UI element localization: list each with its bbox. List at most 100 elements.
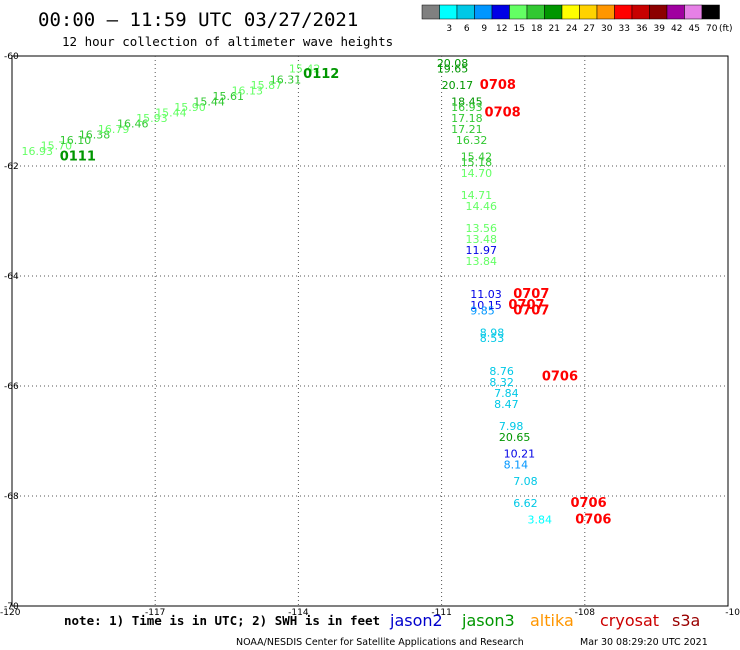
color-swatch-label: 39 [654, 24, 666, 34]
wave-height-value: 13.48 [465, 233, 497, 246]
color-swatch-label: 33 [619, 24, 630, 34]
color-swatch [474, 4, 493, 20]
wave-height-value: 15.87 [251, 79, 283, 92]
color-swatch [509, 4, 528, 20]
color-swatch-label: 30 [601, 24, 613, 34]
color-swatch [456, 4, 475, 20]
wave-height-value: 14.46 [465, 200, 497, 213]
wave-height-value: 16.93 [22, 145, 54, 158]
wave-height-value: 8.32 [489, 376, 514, 389]
wave-height-value: 15.42 [289, 63, 321, 76]
pass-time-label: 0707 [513, 304, 549, 319]
footer-note: note: 1) Time is in UTC; 2) SWH is in fe… [64, 613, 380, 628]
y-tick-label: -64 [4, 272, 19, 282]
color-swatch-label: 21 [549, 24, 560, 34]
wave-height-value: 16.10 [60, 134, 92, 147]
color-swatch [701, 4, 720, 20]
color-swatch [526, 4, 545, 20]
wave-height-value: 11.03 [470, 288, 502, 301]
y-axis-tick-labels: -60 -62 -64 -66 -68 -70 [4, 52, 19, 612]
wave-height-value: 20.65 [499, 431, 531, 444]
wave-height-value: 14.71 [461, 189, 493, 202]
wave-height-value: 9.85 [470, 305, 495, 318]
x-tick-label: -108 [575, 608, 596, 618]
color-swatch-label: 27 [584, 24, 595, 34]
satellite-legend-item: cryosat [600, 611, 659, 630]
wave-height-value: 19.65 [437, 63, 469, 76]
wave-height-value: 8.14 [504, 459, 529, 472]
wave-height-value: 15.42 [461, 151, 493, 164]
wave-height-value: 15.90 [174, 101, 206, 114]
x-tick-label: -117 [145, 608, 165, 618]
satellite-legend-item: jason3 [461, 611, 515, 630]
chart-subtitle: 12 hour collection of altimeter wave hei… [62, 34, 393, 49]
satellite-legend-item: jason2 [389, 611, 443, 630]
color-swatch-label: 12 [496, 24, 507, 34]
color-swatch-label: 45 [689, 24, 700, 34]
wave-height-value: 6.62 [513, 497, 538, 510]
satellite-legend: jason2 jason3 altika cryosat s3a [389, 611, 700, 630]
x-tick-label: -10 [725, 608, 740, 618]
color-swatch-label: 3 [446, 24, 452, 34]
wave-height-value: 7.84 [494, 387, 519, 400]
color-swatch-label: 36 [636, 24, 648, 34]
satellite-legend-item: s3a [672, 611, 700, 630]
color-swatch [596, 4, 615, 20]
color-swatch [544, 4, 563, 20]
wave-height-value: 16.46 [117, 118, 149, 131]
y-tick-label: -62 [4, 162, 19, 172]
wave-height-value: 16.79 [98, 123, 130, 136]
wave-height-value: 7.98 [499, 420, 524, 433]
color-swatch [491, 4, 510, 20]
color-swatch-label: 9 [481, 24, 487, 34]
color-swatch [579, 4, 598, 20]
wave-height-value: 16.31 [270, 74, 302, 87]
wave-height-value: 13.56 [465, 222, 497, 235]
wave-height-value: 15.61 [212, 90, 244, 103]
color-swatch-label: 24 [566, 24, 578, 34]
x-tick-label: -111 [431, 608, 451, 618]
wave-height-value: 8.98 [480, 327, 505, 340]
wave-height-value: 16.38 [79, 129, 111, 142]
wave-height-value: 8.47 [494, 398, 519, 411]
wave-height-value: 17.18 [451, 112, 483, 125]
wave-height-value: 15.44 [193, 96, 225, 109]
wave-height-value: 17.21 [451, 123, 483, 136]
x-axis-tick-labels: -120 -117 -114 -111 -108 -10 [0, 608, 740, 618]
wave-height-value: 16.93 [451, 101, 483, 114]
y-tick-label: -68 [4, 492, 19, 502]
pass-time-label: 0707 [513, 287, 549, 302]
color-swatch-label: 70 [706, 24, 718, 34]
pass-time-label: 0707 [508, 298, 544, 313]
pass-time-label: 0112 [303, 67, 339, 82]
color-swatch [649, 4, 668, 20]
x-tick-label: -114 [288, 608, 309, 618]
wave-height-value: 8.76 [489, 365, 514, 378]
wave-height-value: 3.84 [528, 514, 553, 527]
color-swatch-label: 18 [531, 24, 543, 34]
y-tick-label: -70 [4, 602, 19, 612]
footer-timestamp: Mar 30 08:29:20 UTC 2021 [580, 637, 708, 648]
color-scale-unit: (ft) [719, 24, 733, 34]
color-swatch [421, 4, 440, 20]
wave-height-value: 16.13 [232, 85, 264, 98]
footer-credit: NOAA/NESDIS Center for Satellite Applica… [236, 637, 524, 648]
pass-time-label: 0706 [575, 513, 611, 528]
pass-time-label: 0706 [542, 370, 578, 385]
wave-height-value: 20.17 [442, 79, 474, 92]
wave-height-value: 16.32 [456, 134, 488, 147]
color-swatch-label: 42 [671, 24, 682, 34]
color-scale-legend: 3 6 9 12 15 18 21 24 27 30 33 36 39 42 45 70 (ft) [421, 4, 733, 34]
wave-height-value: 15.44 [155, 107, 187, 120]
y-tick-label: -60 [4, 52, 19, 62]
grid-lines [12, 56, 728, 606]
color-swatch [666, 4, 685, 20]
color-swatch [439, 4, 458, 20]
pass-time-label: 0111 [60, 150, 96, 165]
color-swatch [631, 4, 650, 20]
wave-height-value: 15.70 [41, 140, 73, 153]
plot-area: -120 -117 -114 -111 -108 -10 -60-62-64-66-68-… [0, 52, 740, 618]
x-tick-label: -120 [0, 608, 21, 618]
